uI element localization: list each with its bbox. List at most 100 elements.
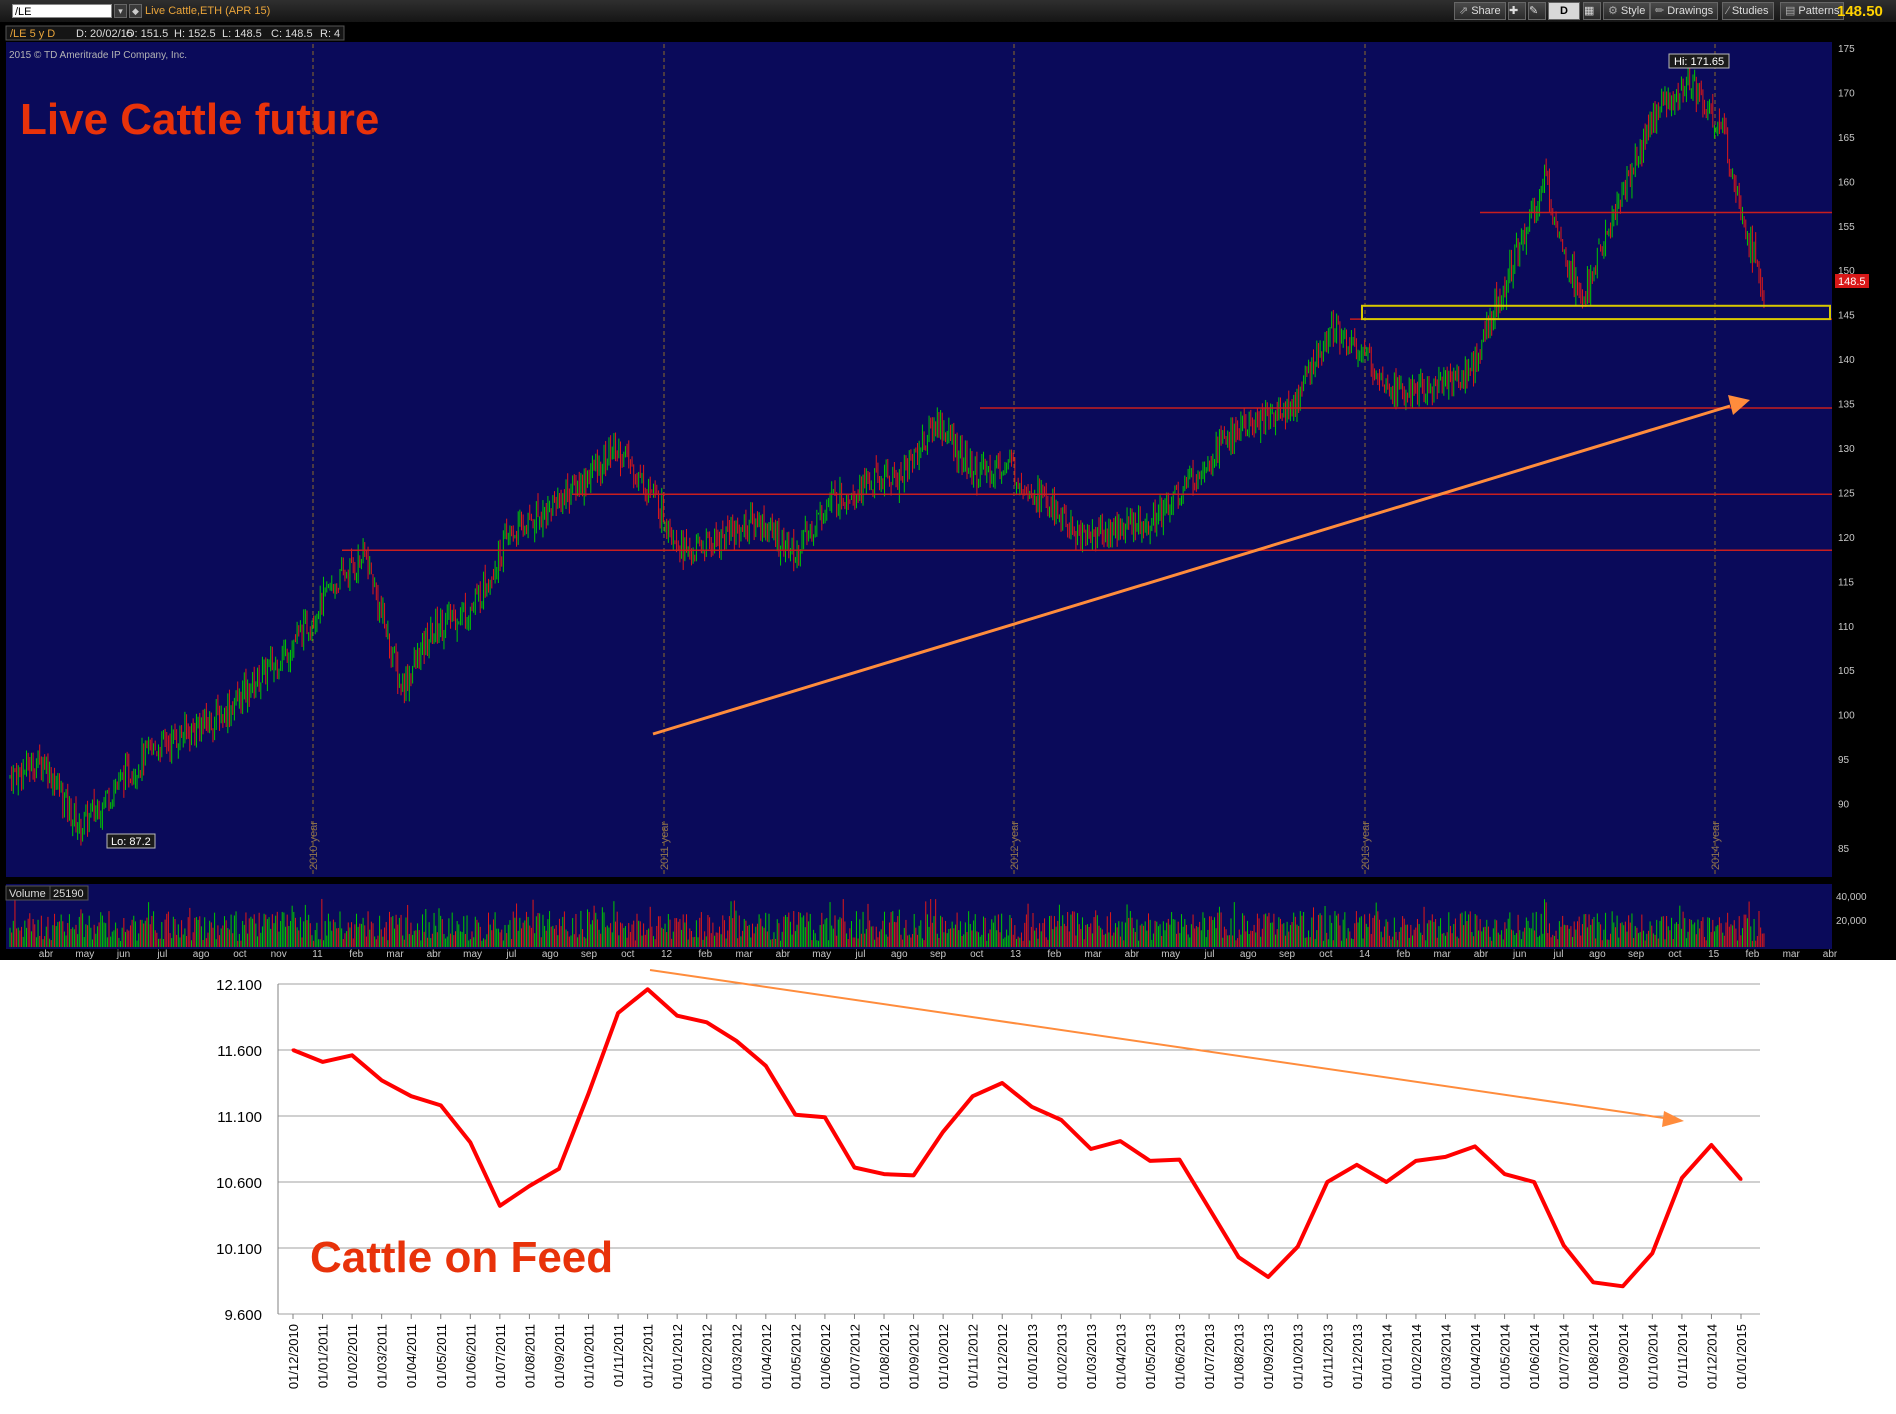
share-label: Share bbox=[1471, 5, 1501, 17]
date-label: oct bbox=[233, 949, 247, 960]
symbol-input[interactable]: /LE bbox=[12, 4, 112, 18]
date-label: sep bbox=[581, 949, 598, 960]
cof-downtrend-arrow bbox=[649, 969, 1684, 1127]
date-label: jun bbox=[116, 949, 130, 960]
cof-x-tick-label: 01/04/2014 bbox=[1468, 1324, 1483, 1389]
cof-data-point bbox=[971, 1094, 975, 1098]
cof-data-point bbox=[941, 1130, 945, 1134]
share-icon: ⇗ bbox=[1459, 5, 1469, 17]
cof-data-point bbox=[1591, 1280, 1595, 1284]
cof-data-point bbox=[321, 1060, 325, 1064]
cof-x-tick-label: 01/03/2014 bbox=[1438, 1324, 1453, 1389]
date-label: abr bbox=[1125, 949, 1140, 960]
studies-button[interactable]: ∕ Studies bbox=[1722, 2, 1774, 20]
wrench-button[interactable]: ✎ bbox=[1528, 2, 1546, 20]
low-label: Lo: 87.2 bbox=[111, 836, 151, 848]
uptrend-line bbox=[652, 404, 1731, 736]
cof-data-point bbox=[1148, 1159, 1152, 1163]
date-label: abr bbox=[1474, 949, 1489, 960]
link-icon[interactable]: ◆ bbox=[129, 4, 142, 18]
date-label: 11 bbox=[312, 949, 323, 960]
cof-data-point bbox=[882, 1172, 886, 1176]
cof-x-tick-label: 01/02/2013 bbox=[1054, 1324, 1069, 1389]
cof-y-tick-label: 10.100 bbox=[216, 1241, 262, 1258]
price-chart: /LE 5 y D D: 20/02/15 O: 151.5 H: 152.5 … bbox=[0, 22, 1896, 960]
cof-data-point bbox=[1414, 1159, 1418, 1163]
date-label: jul bbox=[1553, 949, 1564, 960]
cof-data-point bbox=[1296, 1245, 1300, 1249]
cof-x-tick-label: 01/02/2012 bbox=[700, 1324, 715, 1389]
date-label: 15 bbox=[1708, 949, 1720, 960]
cof-data-point bbox=[616, 1011, 620, 1015]
symbol-dropdown-icon[interactable]: ▾ bbox=[114, 4, 127, 18]
cof-x-tick-label: 01/08/2011 bbox=[522, 1324, 537, 1388]
price-tick-label: 120 bbox=[1838, 533, 1855, 544]
patterns-button[interactable]: ▤ Patterns bbox=[1780, 2, 1845, 20]
period-button[interactable]: D bbox=[1548, 2, 1580, 20]
price-tick-label: 165 bbox=[1838, 133, 1855, 144]
cof-data-point bbox=[1562, 1243, 1566, 1247]
cof-x-tick-label: 01/11/2013 bbox=[1320, 1324, 1335, 1388]
high-marker: Hi: 171.65 bbox=[1668, 53, 1730, 69]
date-label: may bbox=[812, 949, 831, 960]
cof-data-point bbox=[1680, 1176, 1684, 1180]
date-label: abr bbox=[427, 949, 442, 960]
uptrend-arrowhead bbox=[1728, 395, 1750, 415]
cof-x-tick-label: 01/05/2011 bbox=[434, 1324, 449, 1388]
cof-data-point bbox=[1000, 1081, 1004, 1085]
cof-x-tick-label: 01/06/2013 bbox=[1173, 1324, 1188, 1389]
price-tick-label: 175 bbox=[1838, 44, 1855, 55]
last-price: 148.50 bbox=[1837, 3, 1883, 20]
cof-data-point bbox=[912, 1173, 916, 1177]
cof-data-point bbox=[1473, 1144, 1477, 1148]
cof-data-point bbox=[1503, 1172, 1507, 1176]
cof-data-point bbox=[468, 1140, 472, 1144]
cof-x-tick-label: 01/07/2014 bbox=[1557, 1324, 1572, 1389]
cof-data-point bbox=[1059, 1118, 1063, 1122]
share-button[interactable]: ⇗ Share bbox=[1454, 2, 1506, 20]
cof-x-tick-label: 01/06/2011 bbox=[463, 1324, 478, 1388]
volume-value: 25190 bbox=[53, 888, 84, 900]
support-levels bbox=[342, 211, 1832, 551]
grid-icon: ▦ bbox=[1584, 5, 1595, 17]
cof-data-point bbox=[1325, 1180, 1329, 1184]
low-marker: Lo: 87.2 bbox=[106, 833, 156, 849]
style-button[interactable]: ⚙ Style bbox=[1603, 2, 1651, 20]
chart-toolbar: /LE ▾ ◆ Live Cattle,ETH (APR 15) ⇗ Share … bbox=[0, 0, 1896, 23]
grid-button[interactable]: ▦ bbox=[1583, 2, 1601, 20]
date-label: sep bbox=[1628, 949, 1645, 960]
cof-data-point bbox=[646, 987, 650, 991]
volume-tick-40k: 40,000 bbox=[1836, 892, 1867, 903]
cof-x-tick-label: 01/09/2012 bbox=[907, 1324, 922, 1389]
date-label: oct bbox=[1319, 949, 1333, 960]
crosshair-button[interactable]: ✚ bbox=[1508, 2, 1526, 20]
cof-x-tick-label: 01/11/2014 bbox=[1675, 1324, 1690, 1388]
cof-x-tick-label: 01/06/2014 bbox=[1527, 1324, 1542, 1389]
cof-data-point bbox=[439, 1103, 443, 1107]
volume-tick-20k: 20,000 bbox=[1836, 916, 1867, 927]
cof-data-point bbox=[1709, 1143, 1713, 1147]
cof-data-point bbox=[823, 1115, 827, 1119]
cof-headline: Cattle on Feed bbox=[310, 1233, 613, 1282]
info-close: C: 148.5 bbox=[271, 28, 313, 40]
cof-x-tick-label: 01/08/2014 bbox=[1586, 1324, 1601, 1389]
style-label: Style bbox=[1620, 5, 1646, 17]
cof-x-tick-label: 01/06/2012 bbox=[818, 1324, 833, 1389]
cof-data-point bbox=[409, 1094, 413, 1098]
cof-data-point bbox=[852, 1165, 856, 1169]
cof-data-point bbox=[1030, 1105, 1034, 1109]
chart-headline: Live Cattle future bbox=[20, 95, 379, 144]
date-label: jul bbox=[1203, 949, 1214, 960]
cof-series-line bbox=[292, 987, 1743, 1289]
cof-data-point bbox=[1118, 1139, 1122, 1143]
symbol-description: Live Cattle,ETH (APR 15) bbox=[145, 5, 271, 17]
cof-x-tick-label: 01/03/2011 bbox=[375, 1324, 390, 1388]
date-label: may bbox=[463, 949, 482, 960]
drawings-button[interactable]: ✏ Drawings bbox=[1650, 2, 1719, 20]
date-label: mar bbox=[735, 949, 753, 960]
price-tick-label: 135 bbox=[1838, 400, 1855, 411]
cof-x-tick-label: 01/10/2014 bbox=[1645, 1324, 1660, 1389]
cof-data-point bbox=[291, 1048, 295, 1052]
price-tick-label: 130 bbox=[1838, 444, 1855, 455]
cof-data-point bbox=[527, 1184, 531, 1188]
